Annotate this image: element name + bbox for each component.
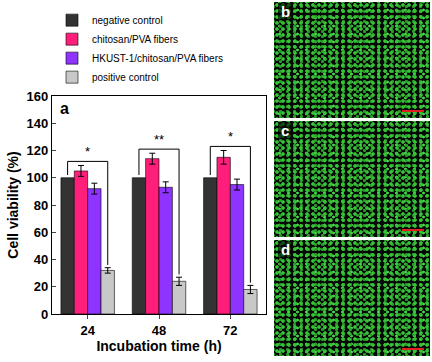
html-text:d: d [281, 241, 291, 258]
html-text:b: b [281, 3, 291, 20]
svg-text:*: * [228, 129, 233, 144]
svg-text:Cell viability (%): Cell viability (%) [5, 151, 21, 258]
svg-text:**: ** [154, 132, 164, 147]
svg-text:24: 24 [80, 323, 95, 338]
svg-text:60: 60 [34, 225, 48, 240]
svg-text:40: 40 [34, 252, 48, 267]
svg-text:48: 48 [152, 323, 166, 338]
svg-text:0: 0 [41, 307, 48, 322]
svg-text:80: 80 [34, 198, 48, 213]
svg-text:HKUST-1/chitosan/PVA fibers: HKUST-1/chitosan/PVA fibers [92, 53, 223, 64]
svg-text:100: 100 [26, 170, 48, 185]
svg-text:Incubation time (h): Incubation time (h) [96, 338, 221, 354]
svg-text:*: * [85, 144, 90, 159]
svg-text:a: a [60, 100, 69, 117]
svg-text:72: 72 [223, 323, 237, 338]
svg-text:140: 140 [26, 116, 48, 131]
svg-text:positive control: positive control [92, 72, 159, 83]
svg-text:20: 20 [34, 279, 48, 294]
svg-text:160: 160 [26, 89, 48, 104]
svg-text:negative control: negative control [92, 15, 163, 26]
svg-text:120: 120 [26, 143, 48, 158]
svg-text:chitosan/PVA fibers: chitosan/PVA fibers [92, 34, 178, 45]
html-text:c: c [281, 122, 290, 139]
